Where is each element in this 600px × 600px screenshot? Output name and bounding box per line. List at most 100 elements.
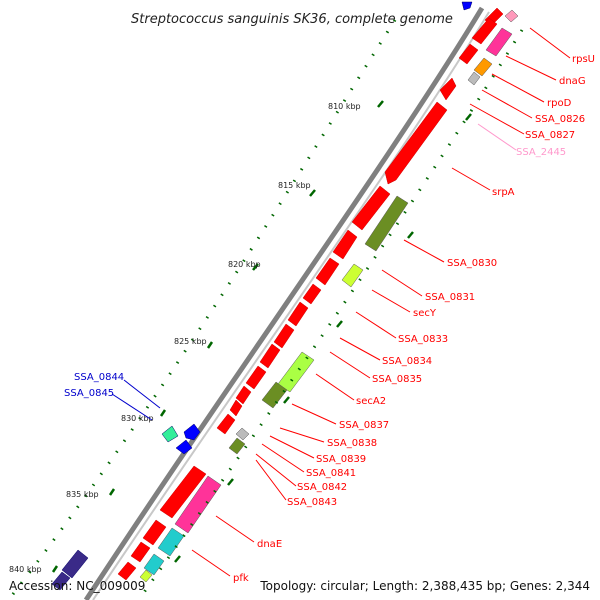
- gene-label-SSA_0845: SSA_0845: [64, 388, 114, 399]
- leader-SSA_0835: [329, 351, 371, 379]
- feature-box-olive3: [228, 437, 246, 455]
- scale-label-820: 820 kbp: [228, 260, 261, 269]
- leader-pfk: [191, 549, 231, 577]
- leader-SSA_0827: [469, 103, 525, 135]
- leader-SSA_2445: [477, 123, 517, 151]
- leader-SSA_0837: [291, 403, 337, 425]
- gene-label-SSA_0838: SSA_0838: [327, 438, 377, 449]
- reverse-genes: [51, 1, 473, 591]
- leader-rpsU: [529, 27, 571, 59]
- outer-major-ticks: [51, 100, 384, 573]
- leader-rpoD: [491, 73, 545, 103]
- gene-label-SSA_0843: SSA_0843: [287, 497, 337, 508]
- gene-label-SSA_0842: SSA_0842: [297, 482, 347, 493]
- feature-box-pink: [485, 27, 513, 57]
- gene-block: [384, 101, 448, 185]
- leader-dnaE: [215, 515, 255, 543]
- scale-label-830: 830 kbp: [121, 414, 154, 423]
- gene-block-indigo: [61, 549, 89, 579]
- gene-block-teal: [161, 425, 179, 443]
- gene-block-blue: [175, 439, 193, 455]
- leader-SSA_0843: [255, 459, 287, 501]
- leader-SSA_0838: [279, 427, 325, 443]
- gene-label-SSA_0841: SSA_0841: [306, 468, 356, 479]
- gene-block: [332, 229, 358, 260]
- feature-box-gray2: [235, 427, 250, 441]
- feature-track: [139, 9, 519, 583]
- leader-dnaG: [505, 55, 557, 81]
- gene-block: [302, 283, 322, 305]
- inner-major-ticks: [174, 113, 472, 563]
- leader-SSA_0831: [381, 269, 423, 297]
- scale-label-835: 835 kbp: [66, 490, 99, 499]
- gene-label-SSA_0826: SSA_0826: [535, 114, 585, 125]
- gene-block: [273, 323, 295, 349]
- label-leaders: [111, 27, 571, 577]
- gene-block-blue: [183, 423, 201, 441]
- gene-label-srpA: srpA: [492, 187, 515, 198]
- gene-block: [287, 301, 309, 327]
- gene-block: [458, 43, 479, 65]
- gene-block: [130, 541, 151, 563]
- gene-label-group: rpsU dnaG rpoD SSA_0826 SSA_0827 SSA_244…: [64, 54, 595, 584]
- gene-block: [159, 465, 207, 519]
- leader-SSA_0839: [269, 435, 315, 459]
- feature-box-olive: [364, 195, 409, 252]
- gene-block: [259, 343, 281, 369]
- gene-block: [216, 413, 236, 435]
- gene-block: [117, 561, 137, 581]
- leader-SSA_0826: [481, 89, 533, 119]
- gene-label-rpoD: rpoD: [547, 98, 572, 109]
- leader-SSA_0841: [261, 443, 305, 473]
- scale-label-810: 810 kbp: [328, 102, 361, 111]
- gene-block: [142, 519, 167, 546]
- gene-block: [245, 365, 267, 390]
- leader-secA2: [315, 373, 355, 401]
- leader-SSA_0844: [123, 379, 161, 409]
- gene-label-secY: secY: [413, 308, 437, 319]
- gene-label-SSA_0839: SSA_0839: [316, 454, 366, 465]
- leader-SSA_0845: [111, 393, 153, 421]
- leader-srpA: [451, 167, 491, 191]
- forward-genes: [117, 7, 504, 581]
- leader-SSA_0834: [339, 337, 381, 361]
- leader-SSA_0830: [403, 239, 445, 263]
- feature-box-lime2: [139, 569, 153, 583]
- accession-text: Accession: NC_009009: [9, 579, 146, 593]
- scale-label-825: 825 kbp: [174, 337, 207, 346]
- gene-block: [439, 77, 457, 101]
- gene-label-SSA_0831: SSA_0831: [425, 292, 475, 303]
- leader-SSA_0842: [255, 453, 297, 487]
- gene-block: [351, 185, 391, 231]
- feature-box-olive2: [261, 381, 288, 409]
- gene-block: [229, 399, 243, 417]
- scale-label-840: 840 kbp: [9, 565, 42, 574]
- genome-backbone-shadow: [92, 11, 490, 600]
- gene-label-dnaE: dnaE: [257, 539, 282, 550]
- feature-box-magenta: [174, 475, 222, 534]
- genome-summary-text: Topology: circular; Length: 2,388,435 bp…: [260, 579, 590, 593]
- gene-label-secA2: secA2: [356, 396, 386, 407]
- gene-block: [315, 257, 340, 286]
- genome-backbone: [83, 6, 485, 600]
- leader-secY: [371, 289, 411, 313]
- gene-label-SSA_0830: SSA_0830: [447, 258, 497, 269]
- gene-block-indigo: [51, 571, 71, 591]
- feature-box-orange: [473, 57, 493, 77]
- gene-label-SSA_0827: SSA_0827: [525, 130, 575, 141]
- gene-block-blue: [461, 1, 473, 11]
- feature-box-gray: [467, 71, 481, 86]
- gene-label-SSA_0834: SSA_0834: [382, 356, 432, 367]
- feature-box-cyan2: [143, 553, 165, 576]
- gene-label-SSA_0844: SSA_0844: [74, 372, 124, 383]
- gene-block: [235, 385, 252, 405]
- gene-label-SSA_2445: SSA_2445: [516, 147, 566, 158]
- gene-block: [471, 17, 498, 45]
- feature-box-lime-large: [277, 351, 315, 393]
- gene-label-pfk: pfk: [233, 573, 249, 584]
- gene-label-SSA_0833: SSA_0833: [398, 334, 448, 345]
- gene-label-dnaG: dnaG: [559, 76, 586, 87]
- leader-SSA_0833: [355, 311, 397, 339]
- feature-box-pink-small: [504, 9, 519, 23]
